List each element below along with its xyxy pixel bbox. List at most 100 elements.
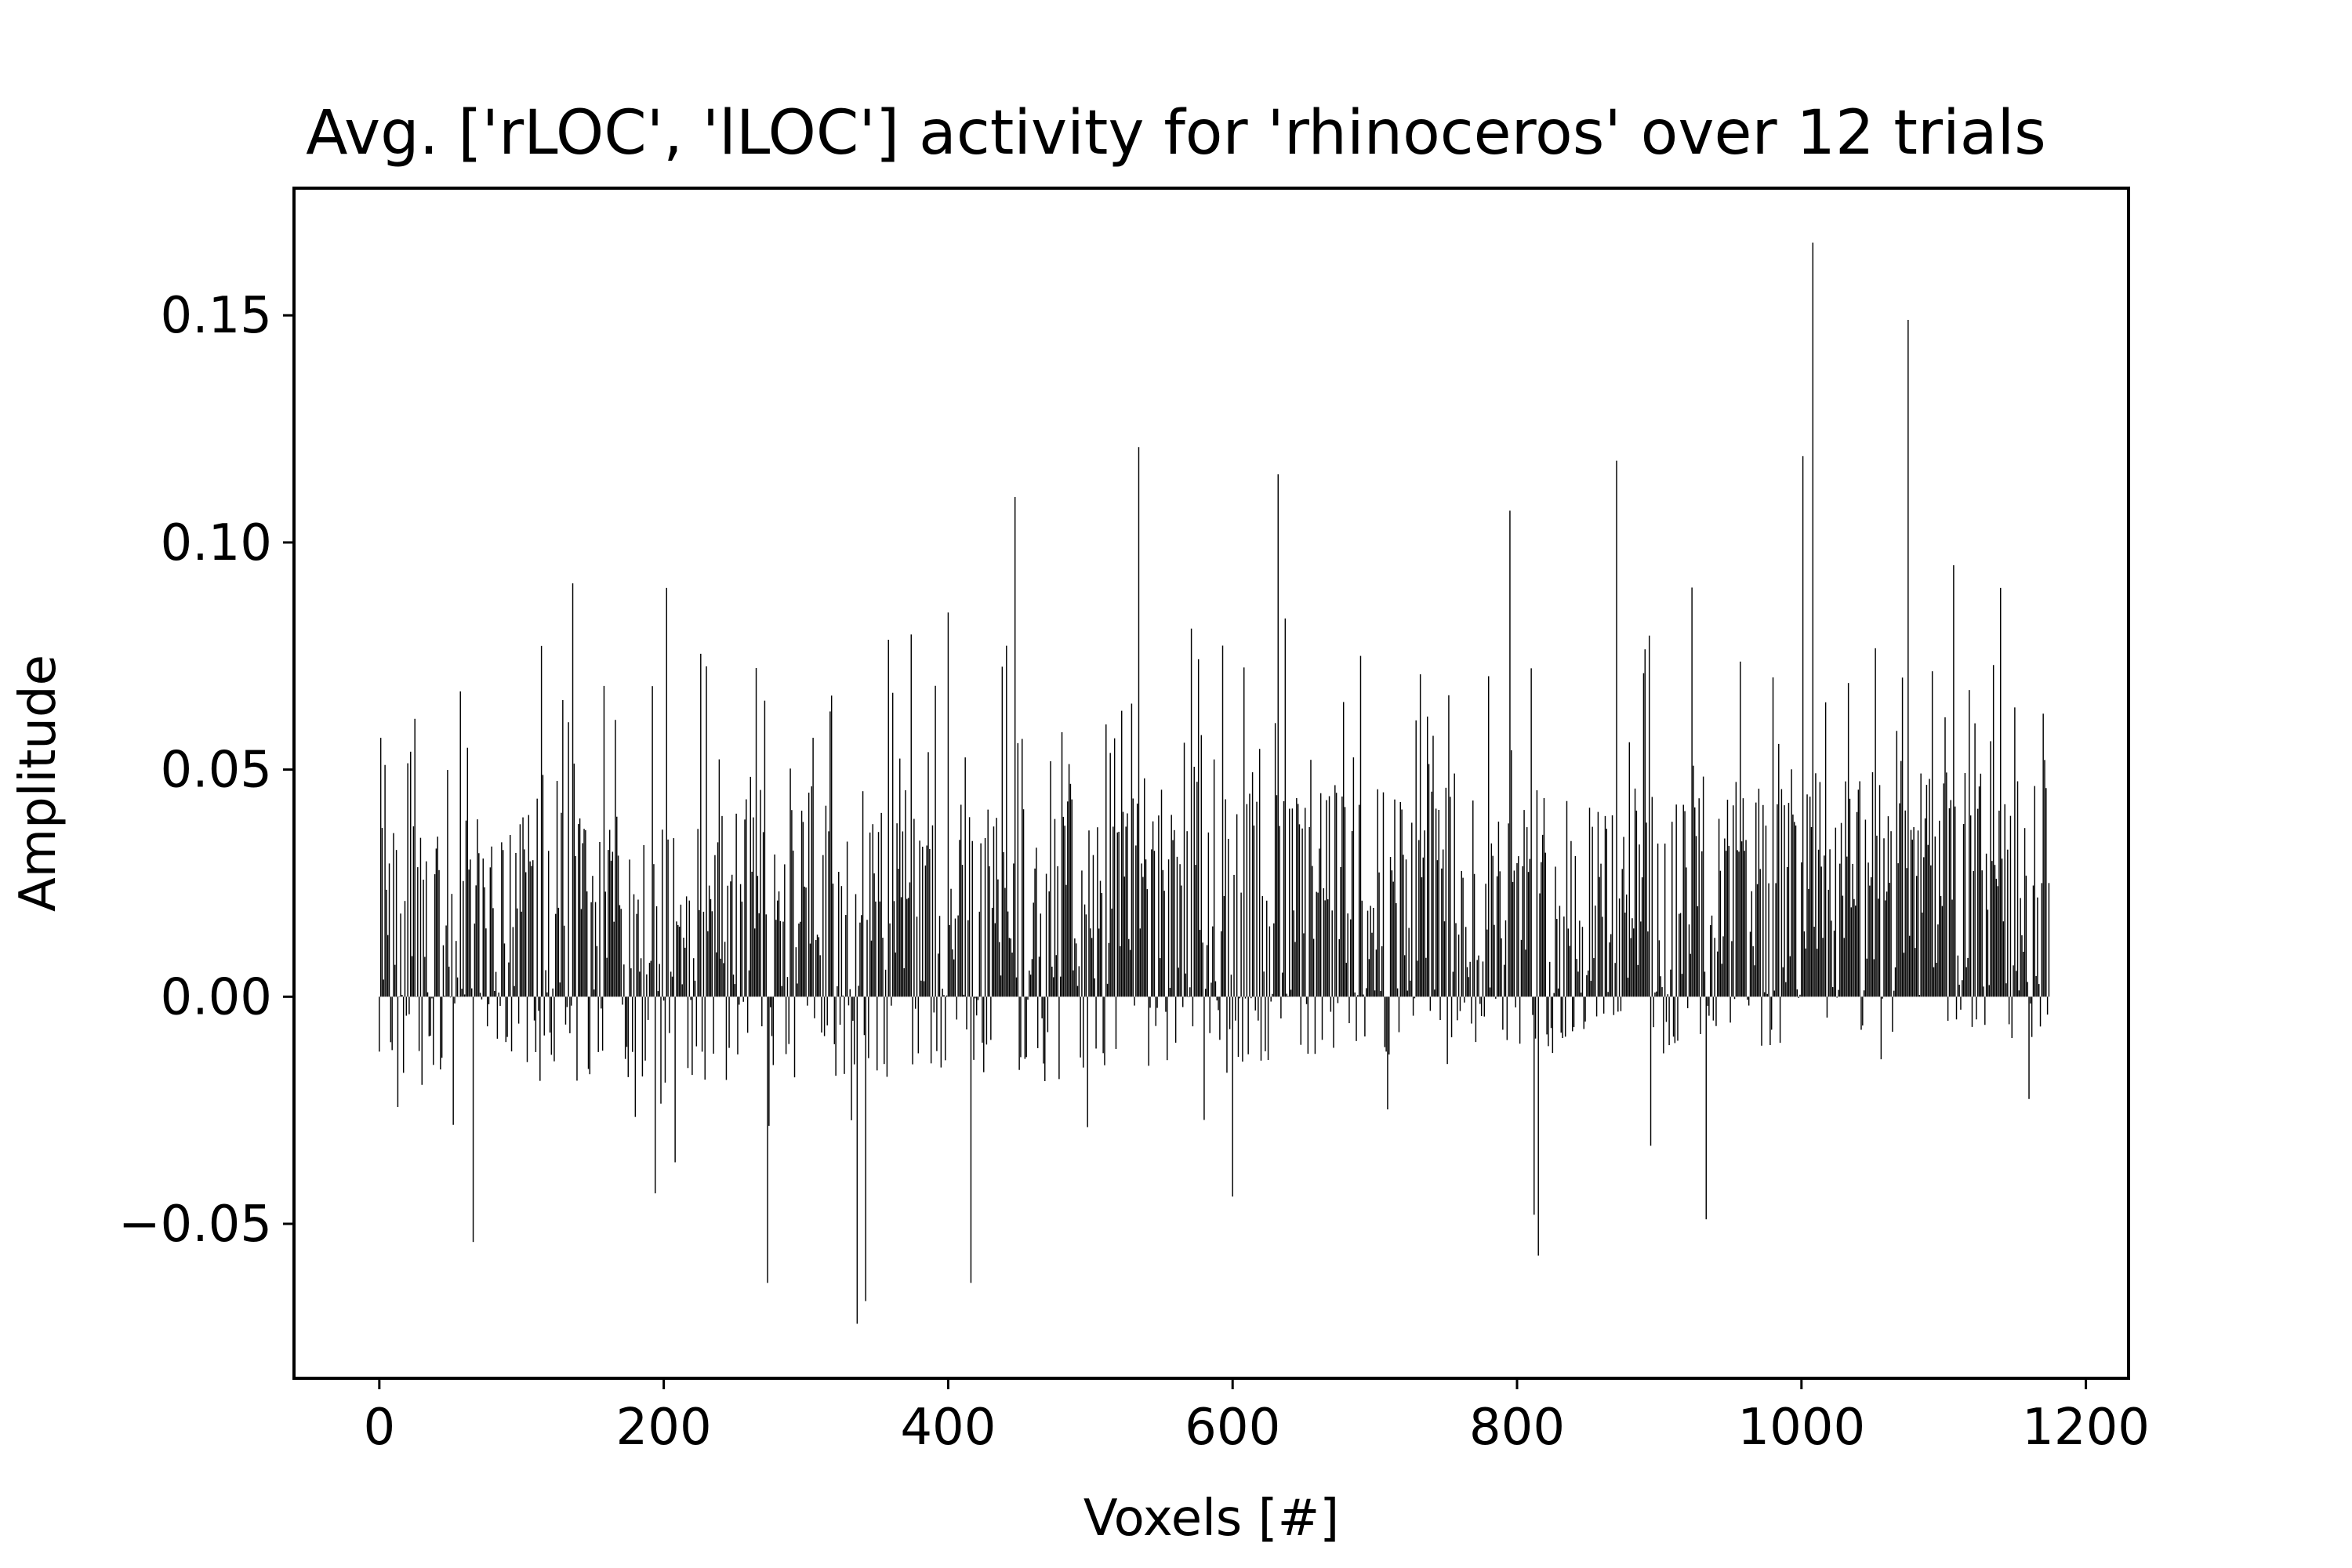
bar [1992,665,1994,997]
bar [1428,764,1430,997]
bar [1642,673,1645,997]
bar [1694,807,1696,997]
bar [1530,668,1532,997]
bar [1266,900,1268,997]
bar [757,876,759,997]
bar [1749,931,1751,997]
bar [1345,963,1348,997]
bar [1492,855,1494,997]
bar [1595,996,1598,1017]
bar [693,958,695,997]
bar [1436,860,1439,997]
bar [1197,659,1200,997]
bar [1156,996,1158,1008]
bar [758,913,760,997]
bar [466,747,469,997]
bar [1317,892,1319,997]
bar [1301,828,1303,997]
bar [456,977,459,997]
bar [1766,993,1768,997]
bar [1141,863,1142,997]
bar [1668,996,1670,1046]
bar [845,915,847,997]
bar [1335,793,1338,997]
bar [949,924,950,997]
bar [1284,618,1287,997]
bar [1994,865,1996,997]
bar [814,996,815,1018]
bar [2016,781,2019,997]
bar [1740,841,1743,997]
bar [2021,935,2023,997]
bar [417,867,419,997]
bar [1609,942,1610,997]
bar [1869,885,1871,997]
bar [1486,929,1488,997]
bar [1590,980,1592,997]
bar [1488,676,1490,997]
bar [664,996,666,1083]
bar [1899,803,1900,997]
bar [1576,959,1577,997]
bar [428,996,430,1036]
bar [884,969,887,997]
bar [952,949,953,997]
bar [1062,816,1065,997]
bar [394,964,396,997]
bar [2007,849,2009,997]
bar [1513,870,1515,997]
bar [632,996,633,1052]
bar [795,947,797,997]
bar [519,824,521,997]
bar [613,921,615,997]
bar [1534,996,1537,1039]
bar [1722,936,1724,997]
bar [1803,931,1806,997]
bar [1342,702,1345,997]
bar [1210,982,1212,997]
bar [1350,919,1352,997]
bar [1953,564,1955,997]
bar [1269,926,1271,997]
bar [957,915,959,997]
bar [1566,800,1568,997]
bar [1906,868,1907,997]
bar [1897,863,1899,997]
bar [1319,793,1322,997]
bar [1704,971,1706,997]
bar [754,928,756,997]
bar [983,996,985,1073]
bar [1985,853,1987,997]
bar [1843,938,1845,997]
bar [742,996,744,1002]
bar [1644,649,1646,997]
bar [1338,939,1340,997]
bar [1518,856,1519,997]
bar [1682,804,1684,997]
bar [1123,877,1126,997]
bar [1146,889,1149,997]
bar [1116,832,1118,997]
bar [1623,837,1624,997]
bar [852,996,854,1021]
bar [1846,856,1848,997]
bar [1472,800,1474,997]
bar [1943,783,1944,997]
bar [1462,877,1464,997]
bar [812,738,814,997]
bar [730,881,731,997]
bar [412,826,415,997]
bar [463,994,466,997]
bar [475,885,477,997]
bar [1748,996,1750,1006]
bar [421,996,423,1085]
bar [492,908,494,997]
bar [1927,844,1929,997]
bar [528,815,530,997]
bar [896,823,898,997]
bar [791,810,793,997]
bar [1455,923,1457,997]
bar [1586,975,1588,997]
bar [1698,798,1700,997]
bar [1607,992,1609,997]
